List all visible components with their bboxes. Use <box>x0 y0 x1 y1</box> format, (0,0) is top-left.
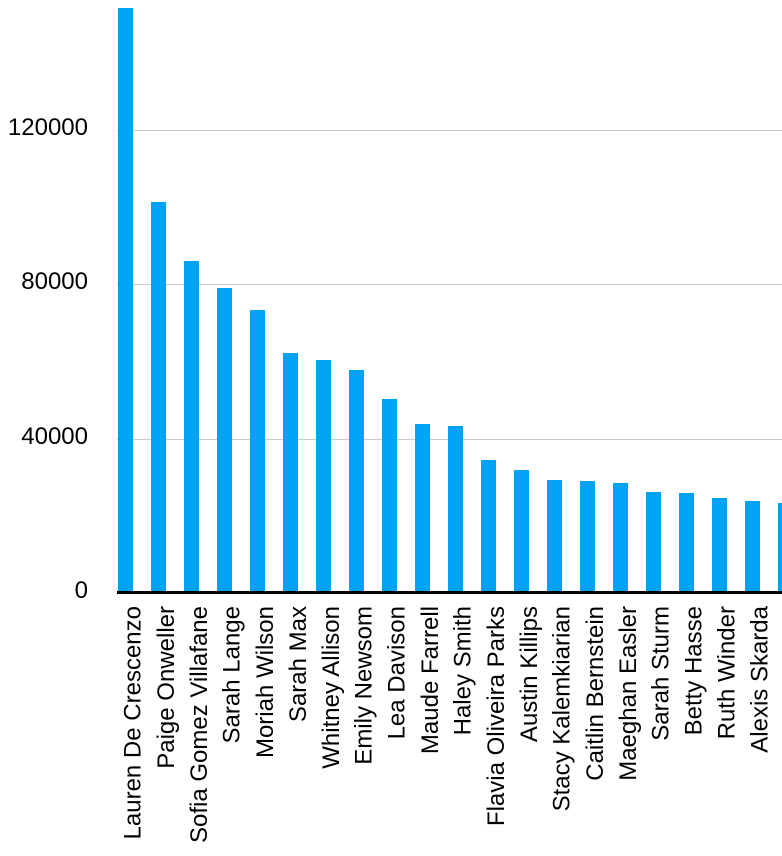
x-axis-category-label: Sarah Lange <box>218 606 246 744</box>
bar <box>250 310 265 593</box>
bar <box>745 500 760 593</box>
x-axis-category-label: Betty Hasse <box>680 606 708 736</box>
gridline <box>117 130 782 132</box>
bar-clipped <box>778 502 782 593</box>
x-axis-category-label: Sarah Sturm <box>647 606 675 741</box>
bar <box>217 288 232 593</box>
x-axis-category-label: Whitney Allison <box>317 606 345 769</box>
x-axis-category-label: Paige Onweller <box>152 606 180 769</box>
x-axis-line <box>117 591 782 594</box>
x-axis-category-label: Lauren De Crescenzo <box>119 606 147 840</box>
x-axis-category-label: Sofia Gomez Villafane <box>185 606 213 844</box>
bar <box>415 423 430 593</box>
bar <box>118 7 133 593</box>
bar <box>184 261 199 593</box>
bar <box>547 479 562 593</box>
x-axis-category-label: Haley Smith <box>449 606 477 736</box>
bar <box>646 491 661 593</box>
x-axis-category-label: Maude Farrell <box>416 606 444 755</box>
y-axis-tick-label: 80000 <box>21 268 88 296</box>
bar <box>481 459 496 593</box>
x-axis-category-label: Flavia Oliveira Parks <box>482 606 510 827</box>
bar <box>448 425 463 593</box>
x-axis-category-label: Moriah Wilson <box>251 606 279 759</box>
bar <box>349 370 364 593</box>
bar <box>151 201 166 593</box>
x-axis-category-label: Austin Killips <box>515 606 543 743</box>
x-axis-category-label: Lea Davison <box>383 606 411 740</box>
x-axis-category-label: Caitlin Bernstein <box>581 606 609 781</box>
bar <box>679 492 694 593</box>
x-axis-category-label: Emily Newsom <box>350 606 378 765</box>
bar <box>283 352 298 593</box>
x-axis-category-label: Ruth Winder <box>713 606 741 740</box>
bar <box>613 482 628 593</box>
x-axis-category-label: Alexis Skarda <box>746 606 774 753</box>
bar <box>712 497 727 593</box>
x-axis-category-label: Sarah Max <box>284 606 312 723</box>
x-axis-category-label: Stacy Kalemkiarian <box>548 606 576 812</box>
bar <box>514 469 529 593</box>
x-axis-category-label: Maeghan Easler <box>614 606 642 781</box>
y-axis-tick-label: 0 <box>74 577 88 604</box>
y-axis-tick-label: 120000 <box>7 114 88 142</box>
gridline <box>117 284 782 286</box>
y-axis-tick-label: 40000 <box>21 422 88 450</box>
bar <box>316 359 331 593</box>
bar <box>580 480 595 593</box>
bar <box>382 398 397 593</box>
